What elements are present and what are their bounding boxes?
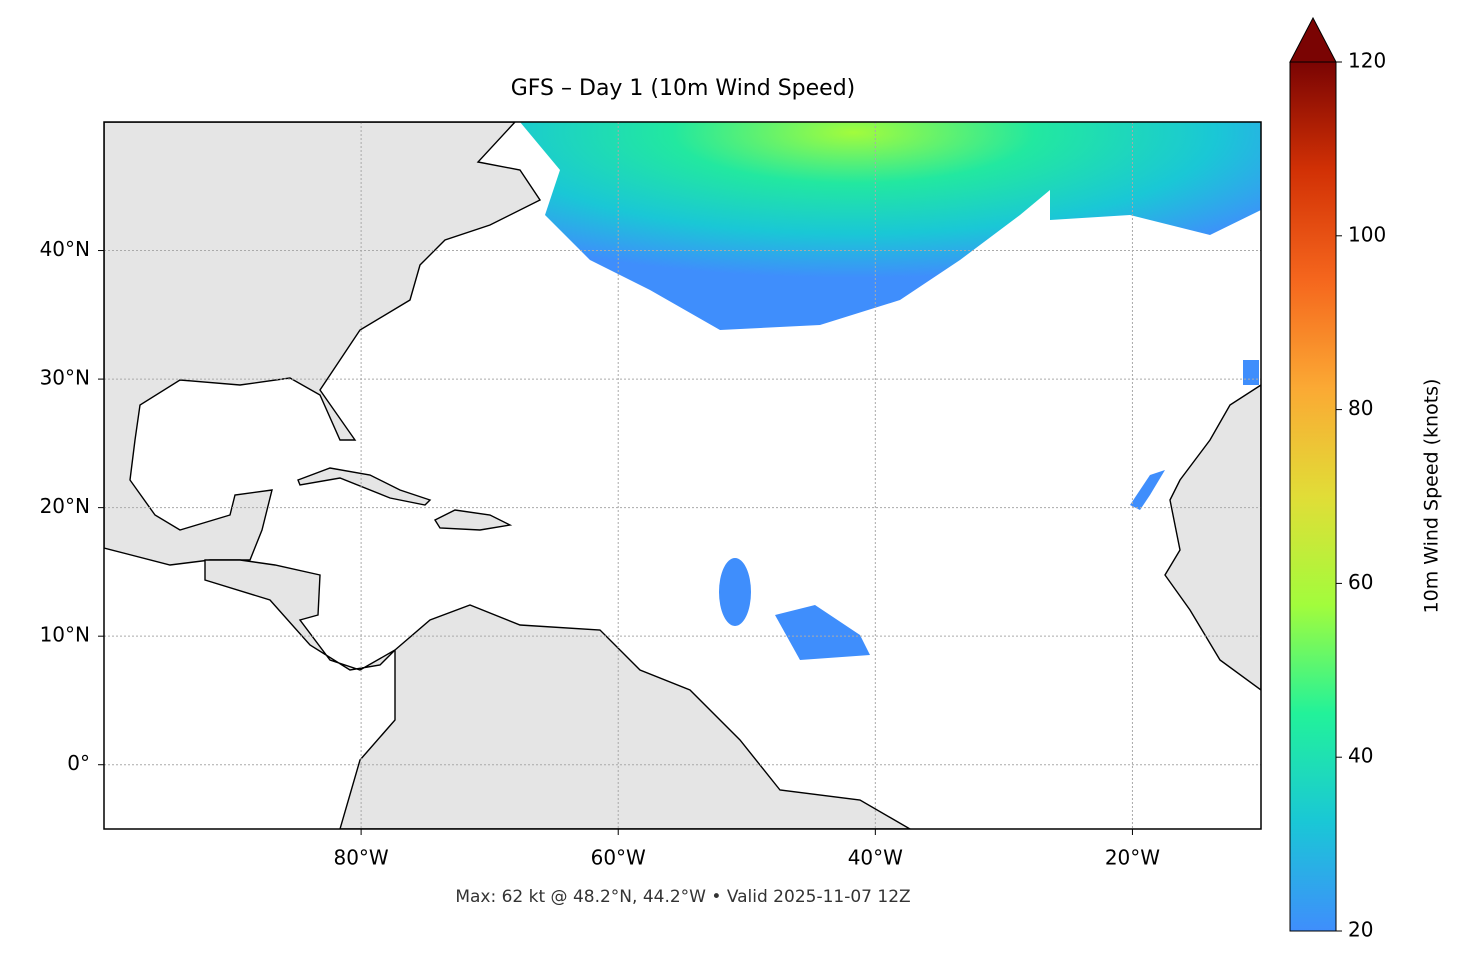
colorbar-tick-label: 40: [1348, 744, 1373, 768]
x-tick-label: 40°W: [848, 846, 903, 870]
y-tick-label: 10°N: [40, 623, 90, 647]
grid: [104, 122, 1261, 829]
wind-swath: [1243, 360, 1259, 385]
annotation: Max: 62 kt @ 48.2°N, 44.2°W • Valid 2025…: [455, 887, 910, 907]
colorbar-tick-label: 100: [1348, 222, 1386, 246]
x-tick-label: 20°W: [1105, 846, 1160, 870]
y-tick-label: 40°N: [40, 237, 90, 261]
map-frame: [103, 121, 1262, 830]
land: [1164, 384, 1261, 691]
colorbar-tick-label: 60: [1348, 570, 1373, 594]
colorbar-label: 10m Wind Speed (knots): [1421, 379, 1443, 614]
wind-swath: [719, 558, 751, 626]
colorbar-extend: [1289, 16, 1337, 63]
land: [339, 604, 912, 829]
land: [433, 509, 513, 531]
wind-swath: [775, 605, 870, 660]
colorbar-tick-label: 120: [1348, 49, 1386, 73]
colorbar-tick-label: 20: [1348, 918, 1373, 942]
land: [104, 122, 542, 566]
wind-swath: [1130, 470, 1165, 510]
chart-title: GFS – Day 1 (10m Wind Speed): [511, 76, 856, 101]
x-tick-label: 80°W: [333, 846, 388, 870]
y-tick-label: 20°N: [40, 494, 90, 518]
map-layers: [104, 122, 1261, 829]
wind-swath: [520, 122, 1261, 330]
colorbar: [1289, 61, 1337, 932]
x-tick-label: 60°W: [591, 846, 646, 870]
y-tick-label: 30°N: [40, 366, 90, 390]
y-tick-label: 0°: [67, 751, 90, 775]
colorbar-tick-label: 80: [1348, 396, 1373, 420]
land: [297, 467, 432, 506]
land: [204, 559, 396, 671]
